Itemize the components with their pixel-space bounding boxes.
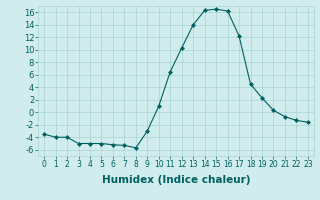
X-axis label: Humidex (Indice chaleur): Humidex (Indice chaleur) [102,175,250,185]
